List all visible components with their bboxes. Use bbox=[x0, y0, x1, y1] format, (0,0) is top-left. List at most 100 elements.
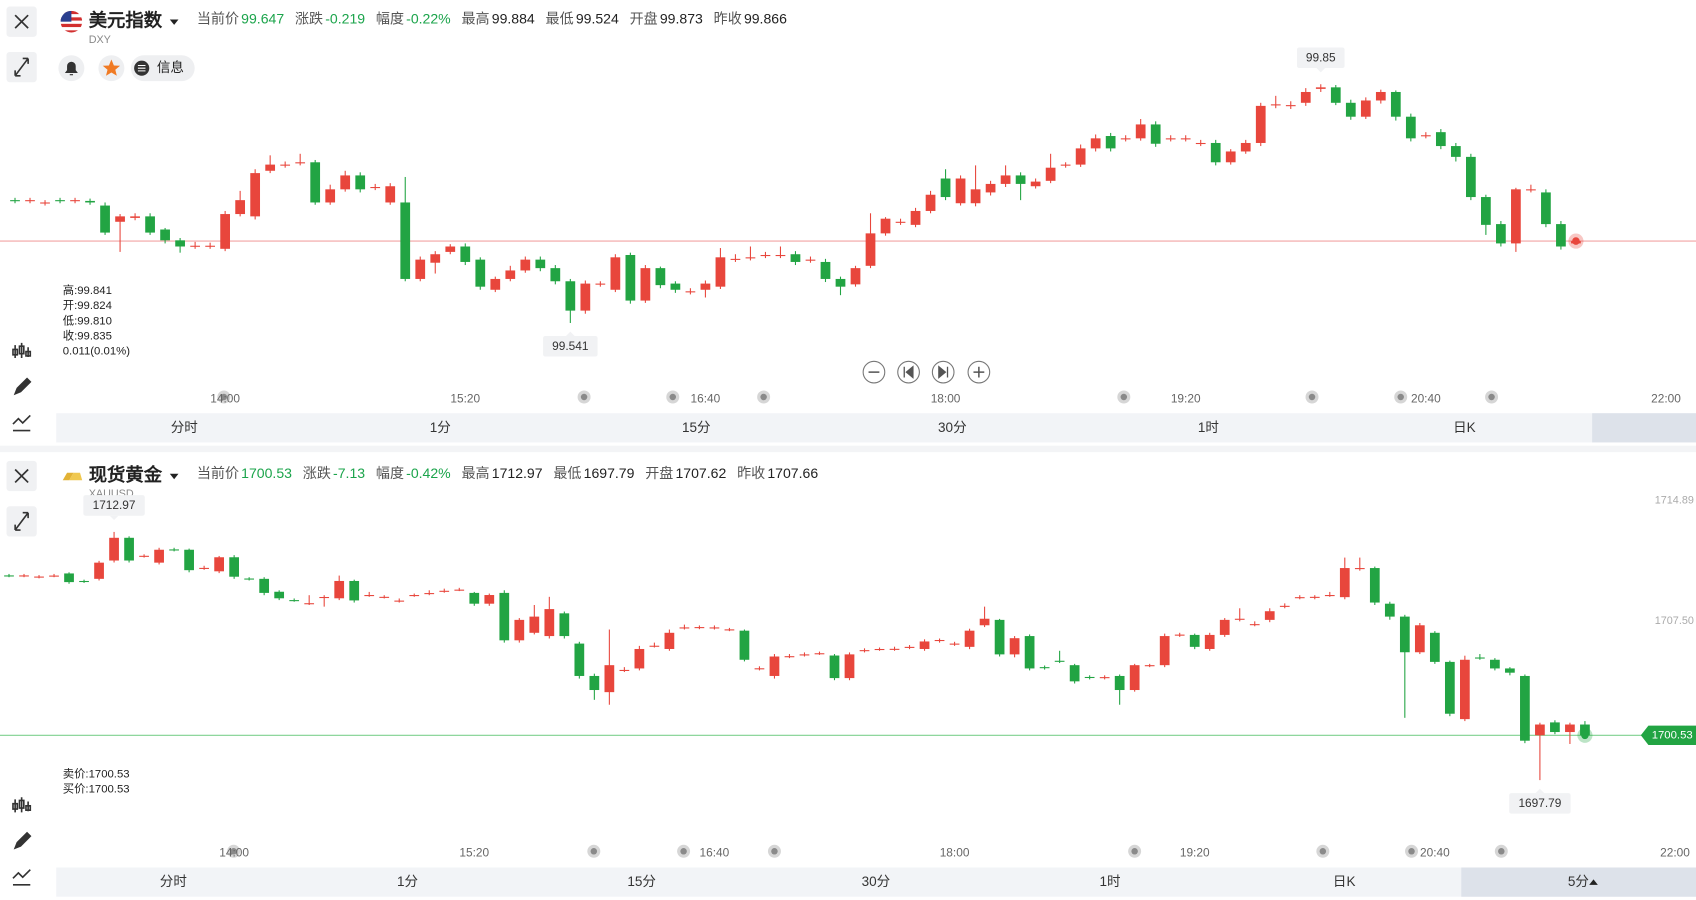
trend-tool[interactable] bbox=[12, 414, 31, 432]
candle-body bbox=[880, 218, 891, 234]
candle-body bbox=[280, 164, 291, 166]
candle-body bbox=[1285, 105, 1296, 107]
candle-body bbox=[1144, 665, 1155, 667]
period-tab[interactable]: 分时 bbox=[160, 874, 187, 889]
candle-body bbox=[475, 259, 486, 287]
candle-body bbox=[1069, 665, 1080, 682]
period-tab[interactable]: 15分 bbox=[627, 874, 656, 889]
candle-body bbox=[4, 575, 14, 577]
candle-body bbox=[1090, 138, 1101, 149]
candle-body bbox=[544, 609, 555, 637]
candle-body bbox=[850, 268, 861, 285]
candle-body bbox=[1264, 611, 1275, 620]
candle-body bbox=[250, 173, 261, 217]
candle-body bbox=[139, 555, 149, 557]
x-tick-label: 20:40 bbox=[1411, 391, 1441, 405]
quote-label: 幅度 bbox=[376, 465, 404, 481]
candle-body bbox=[574, 643, 585, 676]
candle-body bbox=[385, 186, 396, 203]
draw-tool[interactable] bbox=[13, 831, 32, 850]
candle-body bbox=[700, 283, 711, 290]
step-back-icon bbox=[903, 365, 914, 379]
candle-body bbox=[214, 557, 224, 572]
candle-body bbox=[205, 245, 215, 247]
period-tab[interactable]: 1分 bbox=[430, 420, 451, 435]
candle-body bbox=[229, 557, 240, 577]
draw-tool[interactable] bbox=[13, 377, 32, 396]
candle-body bbox=[1114, 675, 1125, 691]
candle-body bbox=[820, 261, 831, 279]
quote-value: -7.13 bbox=[333, 465, 365, 481]
candle-body bbox=[685, 291, 696, 293]
quote-value: 99.524 bbox=[576, 10, 619, 26]
price-annotation-label: 1697.79 bbox=[1518, 796, 1561, 810]
candle-body bbox=[760, 254, 771, 257]
candle-body bbox=[865, 233, 876, 266]
candle-body bbox=[169, 549, 179, 551]
event-marker-dot bbox=[1120, 393, 1128, 401]
candle-body bbox=[1279, 605, 1290, 607]
y-tick-label: 1714.89 bbox=[1655, 494, 1694, 506]
candle-body bbox=[940, 178, 951, 198]
close-icon bbox=[14, 14, 29, 29]
candle-body bbox=[724, 629, 735, 631]
period-tab[interactable]: 日K bbox=[1333, 874, 1356, 889]
candle-body bbox=[334, 580, 345, 599]
candle-body bbox=[430, 254, 441, 263]
candle-body bbox=[910, 210, 921, 225]
quote-value: 1707.62 bbox=[676, 465, 727, 481]
quote-value: 1707.66 bbox=[767, 465, 818, 481]
name-dropdown-caret[interactable] bbox=[169, 473, 179, 480]
period-tab[interactable]: 30分 bbox=[938, 420, 967, 435]
info-button[interactable] bbox=[130, 55, 195, 82]
candle-body bbox=[1444, 661, 1455, 714]
period-tab[interactable]: 分时 bbox=[171, 420, 198, 435]
candle-body bbox=[679, 627, 690, 629]
quote-value: 99.647 bbox=[241, 10, 284, 26]
candle-body bbox=[655, 268, 666, 286]
quote-label: 开盘 bbox=[645, 465, 673, 481]
candle-body bbox=[1105, 136, 1116, 149]
crosshair-info: 0.011(0.01%) bbox=[63, 346, 130, 358]
candle-body bbox=[550, 268, 561, 282]
candle-body bbox=[715, 257, 726, 287]
period-tab[interactable]: 15分 bbox=[682, 420, 711, 435]
quote-value: 99.866 bbox=[744, 10, 787, 26]
candle-body bbox=[1496, 224, 1506, 244]
candle-body bbox=[1375, 91, 1386, 101]
candle-body bbox=[40, 202, 50, 204]
indicator-tool[interactable] bbox=[12, 797, 32, 813]
period-tab[interactable]: 1时 bbox=[1100, 874, 1121, 889]
indicator-tool[interactable] bbox=[12, 342, 32, 359]
period-tab[interactable]: 5分 bbox=[1568, 874, 1589, 889]
name-dropdown-caret[interactable] bbox=[169, 19, 179, 25]
event-marker-dot bbox=[680, 848, 687, 855]
candle-body bbox=[1135, 124, 1146, 139]
candle-body bbox=[259, 578, 270, 593]
candle-body bbox=[919, 641, 930, 649]
candle-body bbox=[310, 162, 321, 203]
period-tab[interactable]: 日K bbox=[1453, 420, 1476, 435]
candle-body bbox=[664, 632, 675, 649]
price-annotation-pointer bbox=[1316, 68, 1326, 73]
candle-body bbox=[889, 648, 900, 650]
candle-body bbox=[1150, 124, 1161, 144]
candle-body bbox=[1339, 568, 1350, 598]
candle-body bbox=[1300, 91, 1311, 103]
event-marker-dot bbox=[669, 393, 677, 401]
candle-body bbox=[265, 164, 276, 171]
quote-line: 当前价 99.647 涨跌 -0.219 幅度 -0.22% 最高 99.884 最低 99.52… bbox=[197, 10, 787, 26]
period-tab[interactable]: 30分 bbox=[862, 874, 891, 889]
candle-body bbox=[1360, 100, 1371, 117]
info-icon-lines bbox=[137, 64, 146, 72]
candle-body bbox=[274, 591, 285, 599]
quote-label: 最低 bbox=[546, 10, 574, 26]
step-forward-icon bbox=[938, 365, 949, 379]
trend-tool[interactable] bbox=[12, 869, 31, 886]
period-tab[interactable]: 1分 bbox=[397, 874, 418, 889]
candle-body bbox=[1039, 667, 1050, 669]
quote-label: 昨收 bbox=[737, 465, 765, 481]
candle-body bbox=[1294, 597, 1305, 599]
candle-body bbox=[190, 245, 200, 247]
period-tab[interactable]: 1时 bbox=[1198, 420, 1219, 435]
